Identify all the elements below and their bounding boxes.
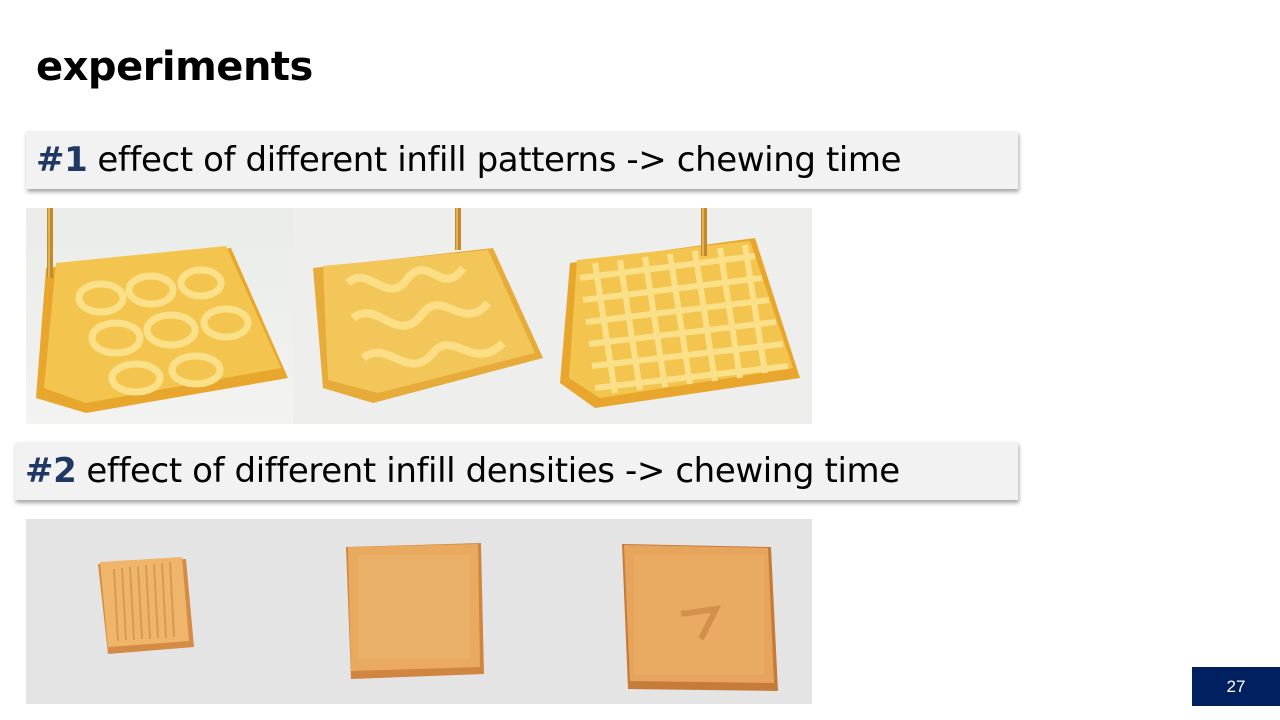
experiment-1-heading: #1 effect of different infill patterns -… bbox=[26, 131, 1018, 189]
experiment-2-number: #2 bbox=[25, 451, 77, 491]
experiment-1-number: #1 bbox=[36, 140, 88, 180]
infill-densities-image bbox=[26, 519, 812, 704]
density-sample-3 bbox=[622, 544, 778, 691]
experiment-2-heading: #2 effect of different infill densities … bbox=[15, 442, 1018, 500]
infill-patterns-photos bbox=[26, 208, 812, 424]
infill-densities-photo bbox=[26, 519, 812, 704]
experiment-1-text: effect of different infill patterns -> c… bbox=[97, 140, 902, 180]
page-number-badge: 27 bbox=[1192, 667, 1280, 706]
infill-pattern-photo-2 bbox=[293, 208, 555, 424]
density-sample-1 bbox=[98, 557, 194, 654]
experiment-2-text: effect of different infill densities -> … bbox=[86, 451, 900, 491]
infill-pattern-photo-1 bbox=[26, 208, 293, 424]
slide-title: experiments bbox=[36, 44, 313, 90]
infill-pattern-photo-3 bbox=[555, 208, 812, 424]
density-sample-2 bbox=[346, 543, 484, 679]
